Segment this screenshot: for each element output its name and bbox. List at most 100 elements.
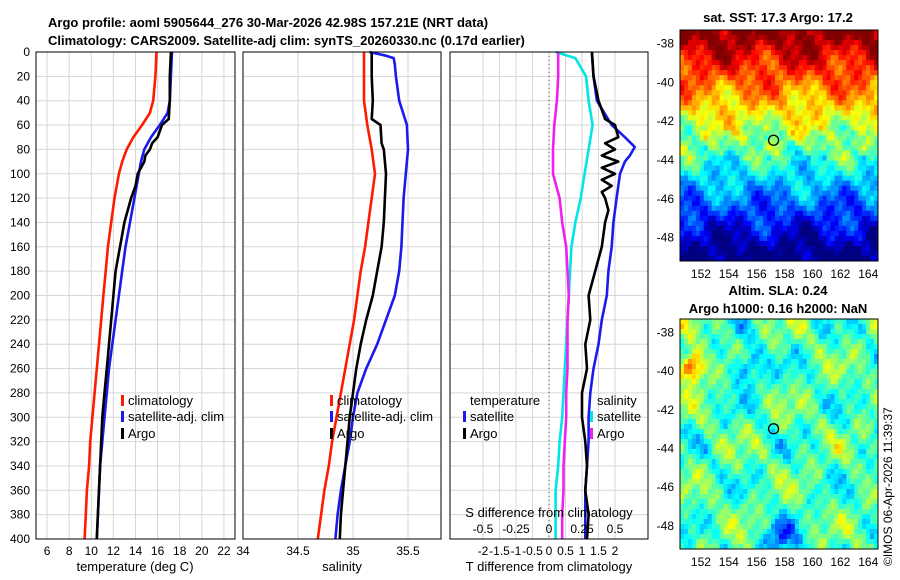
map-cell <box>786 230 792 237</box>
map-cell <box>846 434 851 440</box>
map-cell <box>727 235 732 242</box>
map-cell <box>767 399 772 405</box>
map-cell <box>695 484 701 490</box>
map-cell <box>834 235 839 242</box>
map-cell <box>695 195 701 202</box>
map-cell <box>751 115 756 121</box>
map-cell <box>687 95 693 101</box>
map-cell <box>850 504 855 510</box>
map-cell <box>810 479 816 485</box>
map-cell <box>719 349 724 355</box>
map-cell <box>711 165 717 172</box>
map-cell <box>786 544 792 550</box>
map-cell <box>790 504 796 510</box>
map-cell <box>767 524 772 530</box>
map-cell <box>680 250 685 257</box>
map-cell <box>680 474 685 480</box>
map-cell <box>711 534 717 540</box>
map-cell <box>739 499 744 505</box>
map-cell <box>782 215 788 222</box>
map-cell <box>695 394 701 400</box>
map-cell <box>739 55 744 61</box>
map-cell <box>830 464 835 470</box>
map-cell <box>731 394 736 400</box>
map-cell <box>822 100 827 106</box>
map-cell <box>842 155 847 161</box>
map-cell <box>846 514 851 520</box>
map-cell <box>870 165 875 172</box>
map-cell <box>822 200 827 207</box>
map-cell <box>870 424 875 430</box>
map-cell <box>695 235 701 242</box>
map-cell <box>830 374 835 380</box>
map-cell <box>822 115 827 121</box>
map-cell <box>779 65 784 71</box>
map-cell <box>731 344 736 350</box>
map-cell <box>810 170 816 177</box>
map-cell <box>782 444 788 450</box>
map-cell <box>759 60 764 66</box>
map-cell <box>854 235 859 242</box>
map-cell <box>830 329 835 335</box>
map-cell <box>779 175 784 182</box>
map-cell <box>870 514 875 520</box>
map-cell <box>838 489 843 495</box>
map-cell <box>695 389 701 395</box>
map-cell <box>747 190 752 197</box>
depth-tick-labels: 0204060801001201401601802002202402602803… <box>10 45 30 546</box>
map-cell <box>854 484 859 490</box>
map-cell <box>707 225 713 232</box>
map-cell <box>775 499 780 505</box>
map-cell <box>870 110 875 116</box>
map-cell <box>826 439 831 445</box>
map-cell <box>695 120 701 126</box>
map-cell <box>866 469 871 475</box>
map-cell <box>680 235 685 242</box>
map-cell <box>719 424 724 430</box>
map-cell <box>826 195 831 202</box>
map-cell <box>842 135 847 141</box>
map-cell <box>790 185 796 192</box>
map-cell <box>727 349 732 355</box>
map-cell <box>818 250 823 257</box>
map-cell <box>874 130 879 136</box>
map-cell <box>862 150 867 156</box>
map-cell <box>711 474 717 480</box>
map-cell <box>842 145 847 151</box>
map-cell <box>818 80 823 86</box>
map-cell <box>806 120 812 126</box>
map-cell <box>707 195 713 202</box>
map-cell <box>755 240 760 247</box>
map-cell <box>755 414 760 420</box>
map-cell <box>715 120 720 126</box>
legend-label-s-argo: Argo <box>597 426 624 441</box>
map-cell <box>850 509 855 515</box>
map-cell <box>767 150 772 156</box>
map-cell <box>846 80 851 86</box>
map-cell <box>699 479 705 485</box>
map-cell <box>814 529 819 535</box>
map-cell <box>874 369 879 375</box>
map-cell <box>683 319 689 325</box>
map-cell <box>711 489 717 495</box>
map-cell <box>786 95 792 101</box>
depth-tick-label: 140 <box>10 215 30 229</box>
map-cell <box>727 374 732 380</box>
lon-tick-label: 156 <box>747 555 767 569</box>
map-cell <box>735 509 740 515</box>
map-cell <box>735 95 740 101</box>
map-cell <box>814 205 819 212</box>
map-cell <box>838 514 843 520</box>
map-cell <box>743 145 748 151</box>
map-cell <box>680 210 685 217</box>
map-cell <box>822 110 827 116</box>
legend-label-t-argo: Argo <box>470 426 497 441</box>
map-cell <box>838 504 843 510</box>
map-cell <box>850 429 855 435</box>
map-cell <box>846 334 851 340</box>
map-cell <box>747 240 752 247</box>
map-cell <box>830 170 835 177</box>
map-cell <box>763 190 768 197</box>
map-cell <box>850 539 855 545</box>
map-cell <box>794 404 800 410</box>
